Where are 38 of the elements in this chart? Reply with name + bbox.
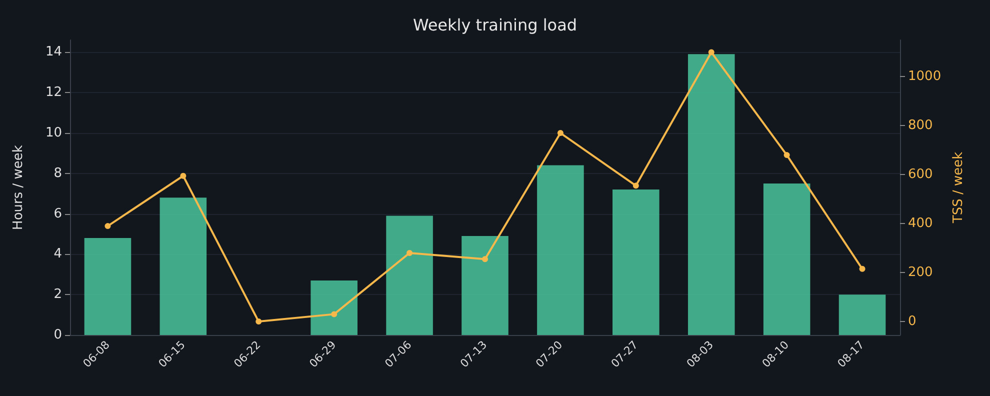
bar bbox=[386, 216, 433, 335]
bar bbox=[160, 198, 207, 335]
y-axis-title: Hours / week bbox=[11, 144, 26, 230]
y-tick-label: 14 bbox=[45, 44, 62, 60]
y2-tick-label: 800 bbox=[908, 118, 933, 134]
point bbox=[784, 152, 790, 158]
y-tick-label: 8 bbox=[54, 166, 62, 181]
bar bbox=[462, 236, 508, 335]
y-tick-label: 12 bbox=[45, 85, 62, 100]
point bbox=[708, 49, 714, 56]
y2-tick-label: 1000 bbox=[908, 69, 942, 84]
y2-axis-title: TSS / week bbox=[950, 151, 966, 224]
bar bbox=[838, 294, 886, 335]
y-tick-label: 6 bbox=[54, 206, 62, 222]
bar bbox=[688, 54, 735, 335]
point bbox=[406, 250, 413, 256]
bar bbox=[537, 165, 584, 335]
point bbox=[180, 172, 186, 179]
chart-title: Weekly training load bbox=[412, 16, 578, 34]
y2-tick-label: 200 bbox=[908, 265, 933, 280]
point bbox=[331, 311, 338, 318]
y2-tick-label: 400 bbox=[908, 216, 933, 232]
point bbox=[256, 318, 262, 325]
bar bbox=[763, 183, 810, 335]
y-tick-label: 2 bbox=[54, 287, 62, 302]
y-tick-label: 4 bbox=[54, 246, 62, 262]
y-tick-label: 10 bbox=[45, 125, 62, 140]
bar bbox=[310, 280, 358, 335]
point bbox=[859, 266, 866, 272]
bar bbox=[84, 238, 132, 335]
point bbox=[482, 256, 488, 262]
bar bbox=[612, 190, 660, 335]
y2-tick-label: 0 bbox=[908, 314, 916, 330]
point bbox=[557, 130, 564, 136]
y2-tick-label: 600 bbox=[908, 167, 933, 182]
y-tick-label: 0 bbox=[54, 328, 62, 342]
point bbox=[104, 223, 111, 230]
point bbox=[632, 182, 639, 189]
